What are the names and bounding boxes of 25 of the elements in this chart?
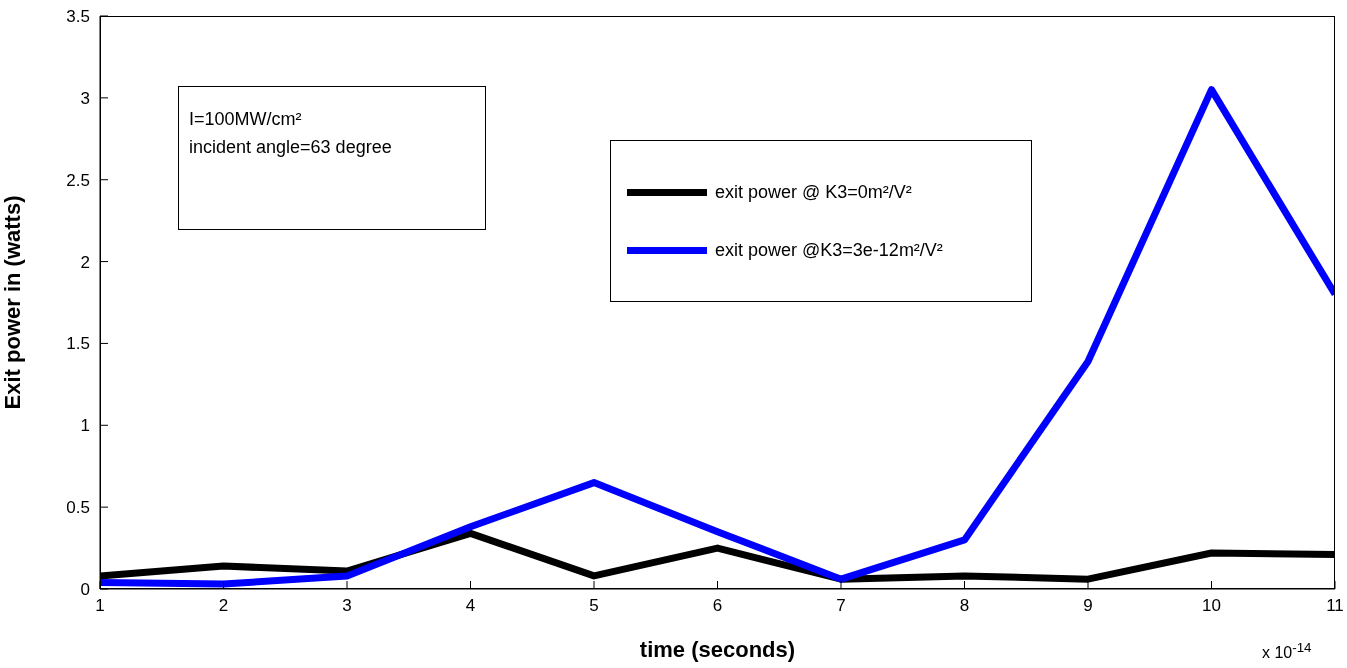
y-tick-label: 0.5 — [66, 498, 90, 518]
x-tick-label: 5 — [589, 596, 599, 616]
y-axis-title: Exit power in (watts) — [0, 195, 25, 410]
y-tick-label: 3 — [80, 88, 90, 108]
text: x 10$^{-14}$ — [1262, 640, 1312, 662]
y-tick-label: 3.5 — [66, 7, 90, 27]
legend-label: exit power @ K3=0m²/V² — [715, 181, 912, 203]
y-tick-label: 2.5 — [66, 170, 90, 190]
x-tick-label: 8 — [959, 596, 970, 616]
x-tick-label: 6 — [712, 596, 723, 616]
y-tick-label: 1.5 — [66, 334, 90, 354]
x-tick-label: 2 — [218, 596, 229, 616]
x-tick-label: 1 — [95, 596, 105, 616]
y-tick-label: 2 — [80, 252, 90, 272]
x-tick-label: 3 — [342, 596, 352, 616]
legend-label: exit power @K3=3e-12m²/V² — [715, 239, 943, 261]
y-tick-label: 1 — [80, 416, 90, 436]
x-tick-label: 10 — [1202, 596, 1221, 616]
x-axis-title: time (seconds) — [639, 637, 796, 662]
x-tick-label: 9 — [1083, 596, 1093, 616]
annotation: I=100MW/cm² incident angle=63 degree — [178, 86, 486, 230]
y-tick-label: 0 — [80, 580, 90, 600]
x-tick-label: 4 — [465, 596, 476, 616]
x-tick-label: 7 — [836, 596, 846, 616]
x-tick-label: 11 — [1326, 596, 1344, 616]
